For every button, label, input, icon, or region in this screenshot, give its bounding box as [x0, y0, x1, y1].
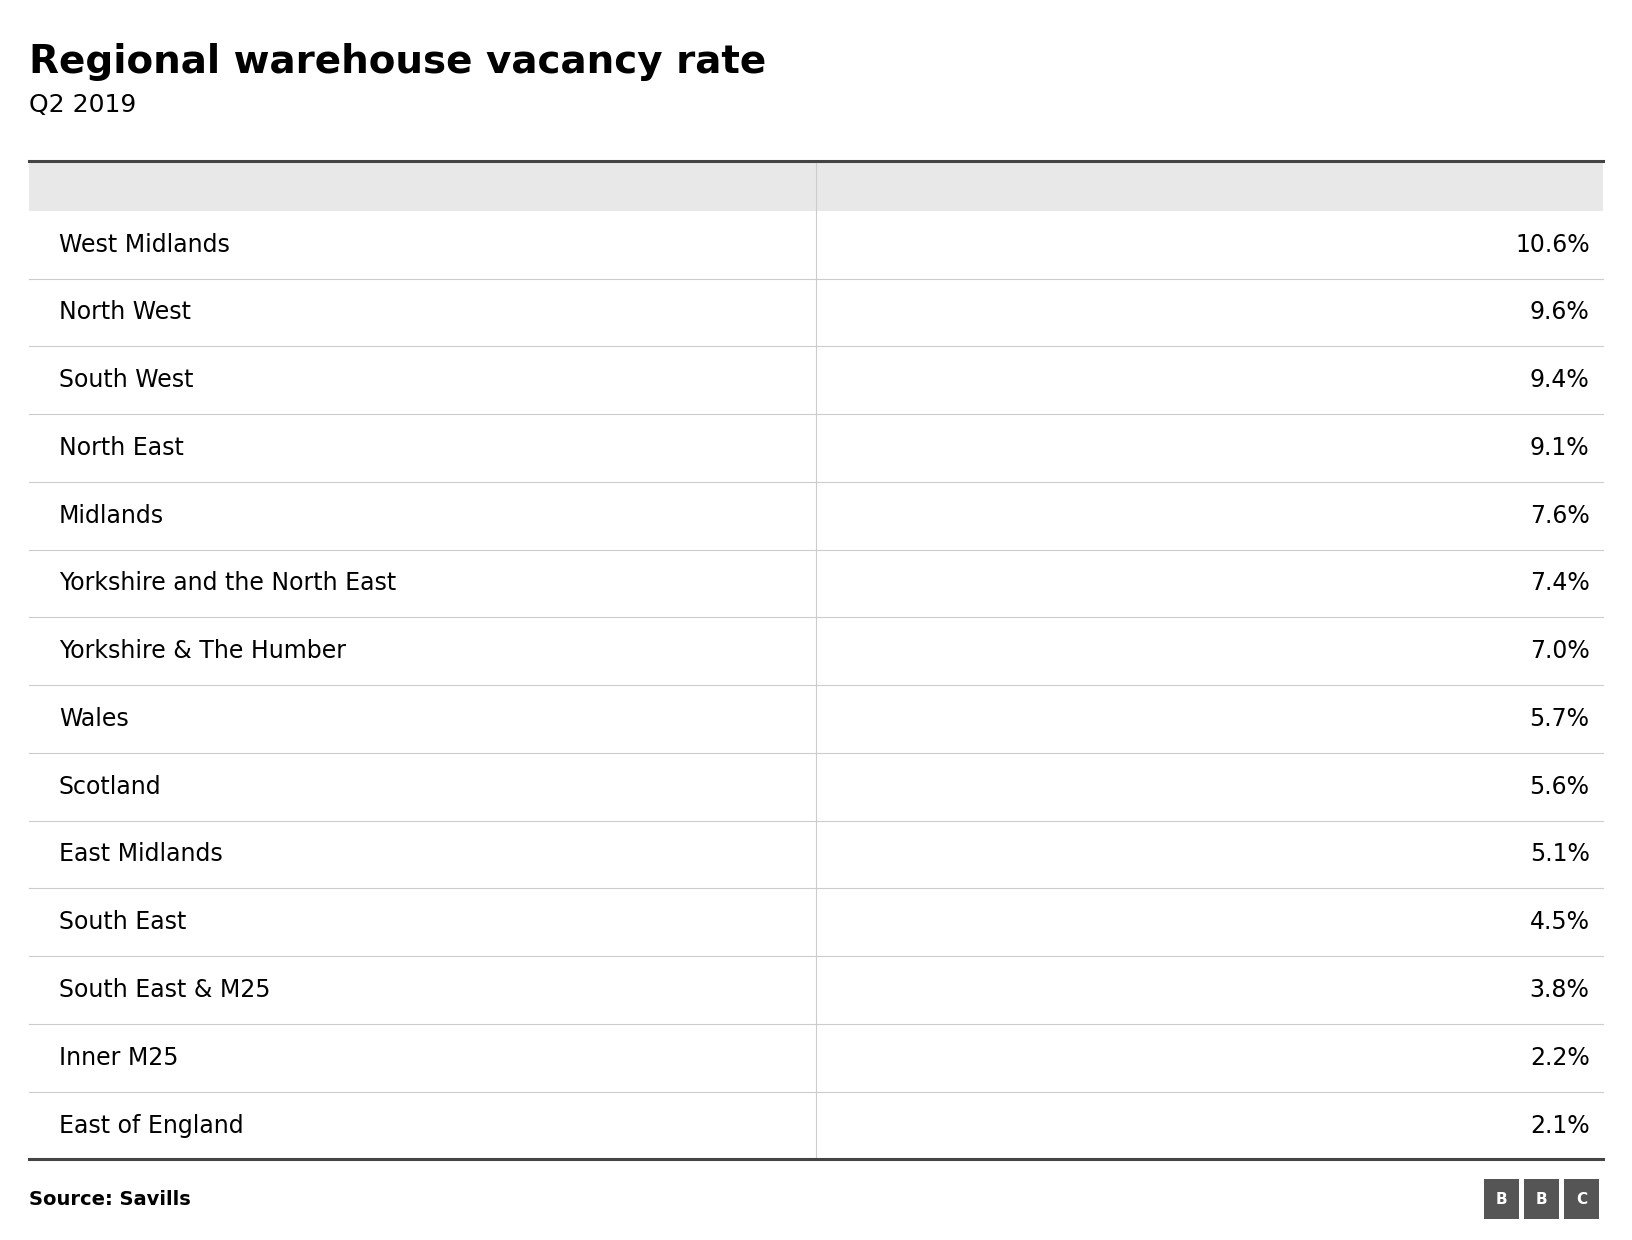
Bar	[29, 821, 1603, 888]
Text: 7.6%: 7.6%	[1529, 503, 1590, 528]
Text: Scotland: Scotland	[59, 775, 162, 799]
Text: Source: Savills: Source: Savills	[29, 1189, 191, 1209]
Bar	[29, 956, 1603, 1024]
Text: 7.0%: 7.0%	[1529, 640, 1590, 663]
Bar	[29, 346, 1603, 414]
Bar	[29, 211, 1603, 279]
Bar	[29, 161, 1603, 211]
Bar	[1483, 1179, 1519, 1219]
Bar	[29, 279, 1603, 346]
Bar	[29, 1091, 1603, 1159]
Bar	[1563, 1179, 1599, 1219]
Bar	[29, 1024, 1603, 1091]
Text: North West: North West	[59, 300, 191, 325]
Bar	[1524, 1179, 1560, 1219]
Bar	[29, 618, 1603, 684]
Text: C: C	[1577, 1192, 1588, 1207]
Text: South West: South West	[59, 368, 193, 392]
Text: Yorkshire and the North East: Yorkshire and the North East	[59, 572, 397, 595]
Bar	[29, 414, 1603, 482]
Text: 9.6%: 9.6%	[1529, 300, 1590, 325]
Text: Yorkshire & The Humber: Yorkshire & The Humber	[59, 640, 346, 663]
Text: 9.1%: 9.1%	[1529, 436, 1590, 460]
Text: 9.4%: 9.4%	[1529, 368, 1590, 392]
Text: 7.4%: 7.4%	[1529, 572, 1590, 595]
Bar	[29, 888, 1603, 956]
Text: South East: South East	[59, 910, 186, 934]
Text: North East: North East	[59, 436, 184, 460]
Text: 2.2%: 2.2%	[1529, 1045, 1590, 1070]
Text: 4.5%: 4.5%	[1529, 910, 1590, 934]
Text: Q2 2019: Q2 2019	[29, 93, 137, 117]
Text: Regional warehouse vacancy rate: Regional warehouse vacancy rate	[29, 43, 767, 82]
Text: East of England: East of England	[59, 1114, 243, 1137]
Bar	[29, 684, 1603, 753]
Text: Inner M25: Inner M25	[59, 1045, 178, 1070]
Bar	[29, 549, 1603, 618]
Text: Wales: Wales	[59, 707, 129, 730]
Text: West Midlands: West Midlands	[59, 233, 230, 257]
Text: B: B	[1536, 1192, 1547, 1207]
Text: 5.7%: 5.7%	[1529, 707, 1590, 730]
Bar	[29, 482, 1603, 549]
Text: Midlands: Midlands	[59, 503, 163, 528]
Text: 5.1%: 5.1%	[1529, 842, 1590, 867]
Text: South East & M25: South East & M25	[59, 978, 271, 1002]
Text: B: B	[1497, 1192, 1508, 1207]
Text: 5.6%: 5.6%	[1529, 775, 1590, 799]
Text: East Midlands: East Midlands	[59, 842, 222, 867]
Text: 10.6%: 10.6%	[1514, 233, 1590, 257]
Bar	[29, 753, 1603, 821]
Text: 2.1%: 2.1%	[1529, 1114, 1590, 1137]
Text: 3.8%: 3.8%	[1529, 978, 1590, 1002]
